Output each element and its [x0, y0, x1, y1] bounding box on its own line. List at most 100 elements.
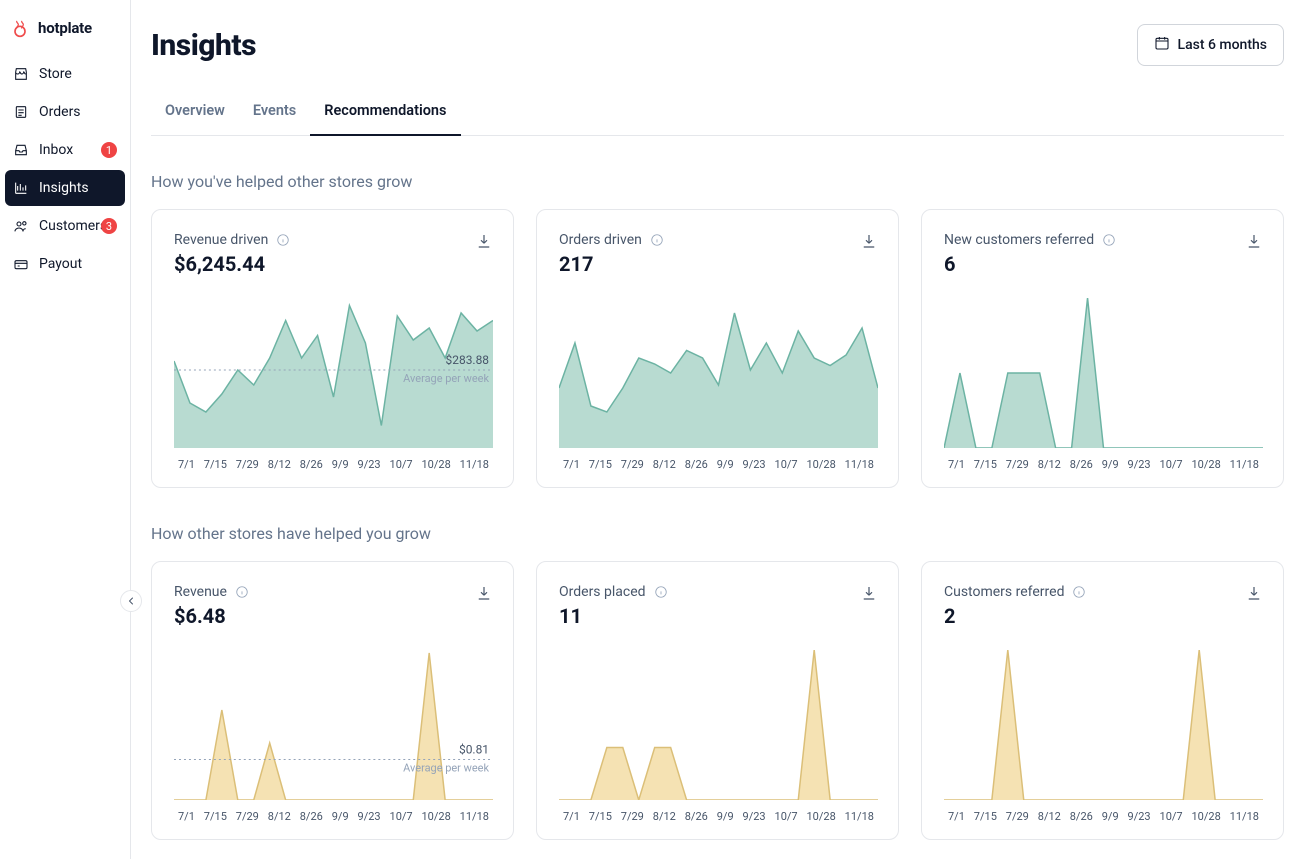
info-icon[interactable] — [276, 233, 290, 247]
x-tick: 10/7 — [390, 810, 413, 823]
x-tick: 7/1 — [178, 458, 195, 471]
x-axis-labels: 7/17/157/298/128/269/99/2310/710/2811/18 — [174, 810, 493, 823]
metric-card-customers-referred: Customers referred27/17/157/298/128/269/… — [921, 561, 1284, 840]
sidebar: hotplate Store Orders Inbox 1 Insights Custom… — [0, 0, 131, 859]
download-button[interactable] — [1245, 232, 1263, 250]
sidebar-item-customers[interactable]: Customers3 — [5, 208, 125, 244]
sidebar-item-inbox[interactable]: Inbox 1 — [5, 132, 125, 168]
metric-value: 217 — [559, 252, 664, 276]
x-tick: 7/29 — [621, 810, 644, 823]
sidebar-item-payout[interactable]: Payout — [5, 246, 125, 282]
info-icon[interactable] — [1102, 233, 1116, 247]
x-tick: 7/1 — [948, 458, 965, 471]
metric-value: 11 — [559, 604, 668, 628]
metric-value: $6,245.44 — [174, 252, 290, 276]
download-button[interactable] — [1245, 584, 1263, 602]
x-tick: 10/28 — [1192, 810, 1221, 823]
metric-card-revenue: Revenue$6.48$0.81Average per week7/17/15… — [151, 561, 514, 840]
info-icon[interactable] — [654, 585, 668, 599]
x-tick: 9/9 — [717, 458, 734, 471]
sidebar-item-label: Store — [39, 66, 72, 82]
metric-title: Revenue — [174, 584, 227, 600]
x-axis-labels: 7/17/157/298/128/269/99/2310/710/2811/18 — [944, 458, 1263, 471]
sidebar-item-label: Inbox — [39, 142, 73, 158]
insights-tabs: Overview Events Recommendations — [151, 90, 1284, 136]
x-tick: 8/26 — [685, 810, 708, 823]
sidebar-collapse-button[interactable] — [120, 590, 142, 612]
x-tick: 9/9 — [332, 458, 349, 471]
cards-grid: Revenue$6.48$0.81Average per week7/17/15… — [151, 561, 1284, 840]
metric-value: 2 — [944, 604, 1086, 628]
x-axis-labels: 7/17/157/298/128/269/99/2310/710/2811/18 — [559, 458, 878, 471]
tab-events[interactable]: Events — [253, 90, 296, 135]
x-tick: 11/18 — [1230, 810, 1259, 823]
x-tick: 9/23 — [743, 458, 766, 471]
x-axis-labels: 7/17/157/298/128/269/99/2310/710/2811/18 — [174, 458, 493, 471]
x-tick: 7/15 — [589, 458, 612, 471]
average-sublabel: Average per week — [403, 761, 489, 774]
x-tick: 7/15 — [974, 810, 997, 823]
x-tick: 8/12 — [1038, 810, 1061, 823]
sidebar-item-label: Customers — [39, 218, 107, 234]
info-icon[interactable] — [235, 585, 249, 599]
x-tick: 10/28 — [807, 810, 836, 823]
x-tick: 10/7 — [775, 810, 798, 823]
x-tick: 7/15 — [589, 810, 612, 823]
area-chart — [559, 298, 878, 448]
metric-card-orders-driven: Orders driven2177/17/157/298/128/269/99/… — [536, 209, 899, 488]
brand-name: hotplate — [38, 19, 92, 37]
sidebar-item-label: Payout — [39, 256, 82, 272]
brand-logo[interactable]: hotplate — [0, 10, 130, 56]
orders-icon — [13, 104, 29, 120]
x-tick: 8/12 — [1038, 458, 1061, 471]
x-tick: 9/9 — [717, 810, 734, 823]
x-tick: 9/9 — [1102, 810, 1119, 823]
x-tick: 11/18 — [460, 458, 489, 471]
x-tick: 7/29 — [236, 810, 259, 823]
x-tick: 11/18 — [460, 810, 489, 823]
metric-title: Orders placed — [559, 584, 646, 600]
x-tick: 8/12 — [268, 458, 291, 471]
x-tick: 8/12 — [268, 810, 291, 823]
download-button[interactable] — [860, 232, 878, 250]
metric-title: Orders driven — [559, 232, 642, 248]
download-button[interactable] — [475, 232, 493, 250]
download-button[interactable] — [475, 584, 493, 602]
tab-overview[interactable]: Overview — [165, 90, 225, 135]
hotplate-logo-icon — [10, 18, 30, 38]
x-tick: 10/7 — [1160, 458, 1183, 471]
sidebar-item-label: Insights — [39, 180, 89, 196]
metric-title: Revenue driven — [174, 232, 268, 248]
average-sublabel: Average per week — [403, 372, 489, 385]
store-icon — [13, 66, 29, 82]
area-chart: $0.81Average per week — [174, 650, 493, 800]
x-tick: 10/28 — [422, 810, 451, 823]
x-tick: 8/12 — [653, 458, 676, 471]
page-title: Insights — [151, 28, 256, 63]
sidebar-nav: Store Orders Inbox 1 Insights Customers3 Payou… — [0, 56, 130, 282]
x-tick: 7/1 — [563, 458, 580, 471]
sidebar-item-insights[interactable]: Insights — [5, 170, 125, 206]
calendar-icon — [1154, 35, 1170, 55]
sidebar-item-store[interactable]: Store — [5, 56, 125, 92]
x-tick: 7/29 — [621, 458, 644, 471]
x-tick: 10/7 — [390, 458, 413, 471]
x-tick: 7/1 — [178, 810, 195, 823]
date-range-button[interactable]: Last 6 months — [1137, 24, 1284, 66]
x-tick: 9/9 — [1102, 458, 1119, 471]
notification-badge: 1 — [101, 142, 117, 158]
x-tick: 8/12 — [653, 810, 676, 823]
sidebar-item-orders[interactable]: Orders — [5, 94, 125, 130]
info-icon[interactable] — [1072, 585, 1086, 599]
download-button[interactable] — [860, 584, 878, 602]
info-icon[interactable] — [650, 233, 664, 247]
x-tick: 7/15 — [204, 810, 227, 823]
x-tick: 9/23 — [358, 458, 381, 471]
x-tick: 10/28 — [807, 458, 836, 471]
tab-recommendations[interactable]: Recommendations — [324, 90, 446, 135]
section-label: How other stores have helped you grow — [151, 524, 1284, 543]
x-tick: 11/18 — [1230, 458, 1259, 471]
notification-badge: 3 — [101, 218, 117, 234]
area-chart — [559, 650, 878, 800]
date-range-label: Last 6 months — [1178, 37, 1267, 53]
